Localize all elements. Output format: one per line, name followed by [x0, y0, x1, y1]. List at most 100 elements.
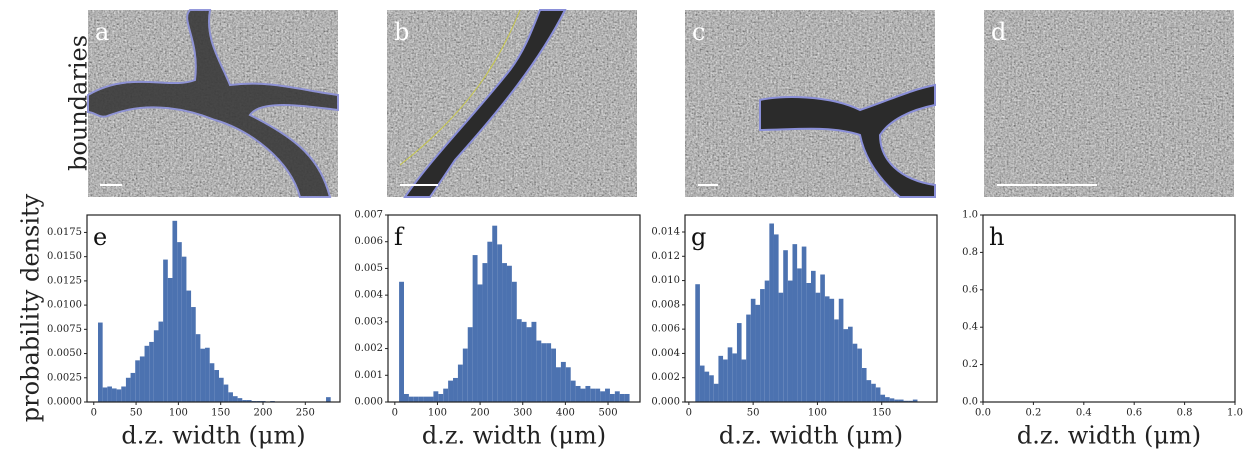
bar [857, 348, 862, 402]
bar [783, 250, 788, 402]
bar [214, 370, 219, 402]
bar [443, 388, 449, 402]
bar [167, 277, 173, 402]
bar [741, 359, 747, 402]
y-tick-label: 0.0125 [47, 275, 82, 286]
bar [472, 255, 478, 402]
bar [880, 394, 886, 402]
bar [125, 377, 131, 402]
y-tick-label: 0.0175 [47, 227, 82, 238]
y-tick-label: 0.002 [651, 372, 680, 383]
bar [536, 340, 542, 402]
bar [898, 399, 904, 402]
y-tick-label: 0.8 [962, 247, 978, 258]
bar [829, 298, 835, 402]
x-tick-label: 200 [253, 408, 272, 419]
bar [614, 391, 620, 402]
bar [718, 355, 724, 402]
y-tick-label: 0.008 [651, 299, 680, 310]
bar [908, 400, 913, 402]
bar [797, 268, 802, 402]
bar [889, 398, 895, 402]
bar [551, 348, 556, 402]
bar [457, 364, 463, 402]
bar [186, 290, 192, 402]
plot-frame [86, 214, 341, 403]
x-tick-label: 0 [686, 408, 692, 419]
x-tick-label: 0 [91, 408, 97, 419]
bar [477, 284, 483, 402]
bar [778, 292, 784, 402]
bar [820, 274, 825, 402]
y-tick-label: 0.012 [651, 251, 680, 262]
bar [511, 281, 517, 402]
bar [98, 322, 103, 402]
bar [413, 396, 419, 402]
bar [516, 319, 522, 402]
bar [769, 223, 774, 402]
bar [521, 321, 527, 402]
bar [228, 392, 233, 402]
x-tick-label: 50 [747, 408, 760, 419]
bar [438, 393, 444, 402]
bar [811, 270, 816, 402]
bar [750, 298, 756, 402]
bar [399, 281, 404, 402]
bar [736, 323, 742, 402]
bar [723, 359, 728, 402]
y-tick-label: 0.0050 [47, 348, 82, 359]
y-tick-label: 0.004 [651, 348, 680, 359]
y-tick-label: 0.004 [354, 290, 383, 301]
bar [875, 387, 881, 402]
bar [111, 388, 117, 402]
bar [760, 289, 765, 402]
bar [787, 280, 793, 402]
image-d: d [984, 10, 1234, 197]
y-tick-label: 0.003 [354, 316, 383, 327]
bar [144, 345, 150, 402]
bar [595, 388, 601, 402]
chart: 0.0 0.2 0.4 0.6 0.8 1.0 0.0 0.2 0.4 0.6 0.8 1.0 d.z.… [962, 210, 1243, 450]
bar [580, 388, 586, 402]
bar [866, 380, 872, 402]
x-tick-label: 0.8 [1177, 408, 1193, 419]
y-tick-label: 0.007 [354, 210, 383, 221]
bar [605, 388, 610, 402]
x-tick-label: 150 [872, 408, 891, 419]
bar [116, 389, 122, 402]
x-axis-label: d.z. width (μm) [121, 422, 305, 450]
x-tick-label: 0.4 [1076, 408, 1092, 419]
x-tick-label: 0 [392, 408, 398, 419]
x-tick-label: 100 [169, 408, 188, 419]
bar [764, 280, 770, 402]
plot-area [983, 215, 1235, 402]
bar [205, 347, 210, 402]
bar [223, 384, 229, 402]
bar [195, 334, 201, 402]
x-tick-label: 0.2 [1025, 408, 1041, 419]
bar [546, 343, 552, 402]
x-tick-label: 300 [513, 408, 532, 419]
bar [482, 263, 488, 402]
bar [130, 372, 136, 402]
x-tick-label: 1.0 [1227, 408, 1243, 419]
y-tick-label: 0.002 [354, 343, 383, 354]
y-tick-label: 0.005 [354, 263, 383, 274]
bar [624, 393, 630, 402]
x-axis-label: d.z. width (μm) [719, 422, 903, 450]
bar [219, 377, 224, 402]
bar [861, 368, 867, 402]
chart: 0.000 0.001 0.002 0.003 0.004 0.005 0.006 0.007… [354, 210, 641, 450]
panel-label: a [95, 18, 109, 46]
plot-frame [982, 214, 1236, 403]
bar [181, 256, 187, 402]
bar [806, 283, 811, 402]
panel-label: e [93, 223, 107, 251]
y-tick-label: 0.0 [962, 397, 978, 408]
y-tick-label: 0.001 [354, 370, 383, 381]
bar [619, 393, 625, 402]
bar [570, 380, 576, 402]
panel-label: d [991, 18, 1006, 46]
bar [709, 375, 714, 402]
